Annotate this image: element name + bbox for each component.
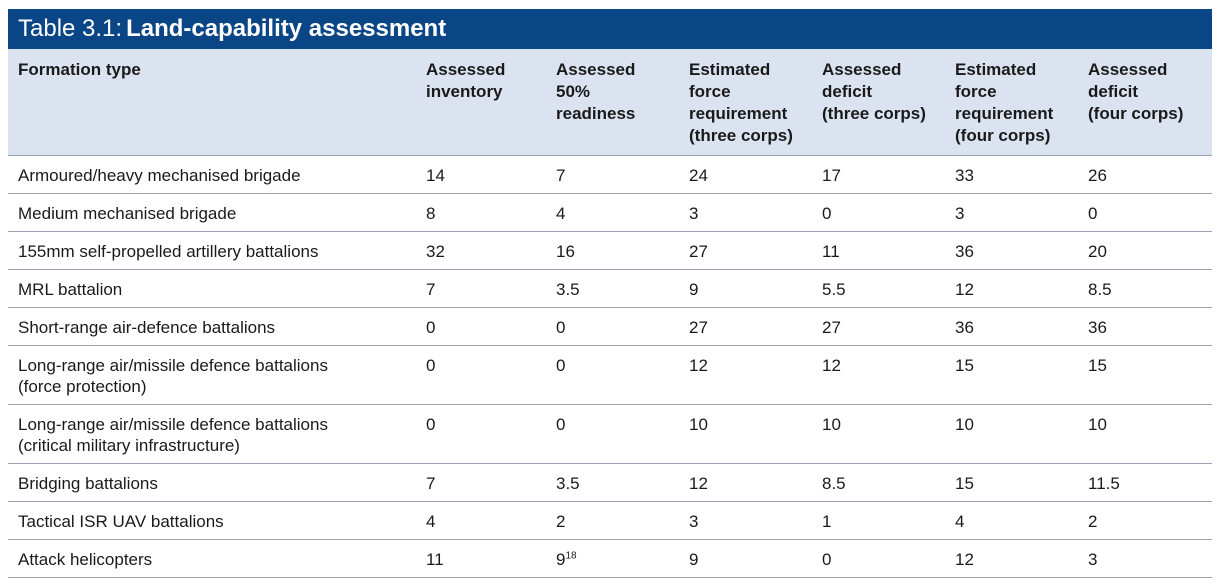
column-header: Assessed inventory (426, 60, 506, 101)
column-header: Formation type (18, 60, 141, 79)
formation-type-cell: MRL battalion (8, 269, 416, 308)
formation-type-cell: Armoured/heavy mechanised brigade (8, 155, 416, 194)
value-cell: 27 (812, 307, 945, 346)
value-cell: 15 (1078, 345, 1212, 405)
value-cell: 11 (812, 231, 945, 270)
value-cell: 8.5 (1078, 269, 1212, 308)
value-cell: 3 (1078, 539, 1212, 578)
formation-type-cell: Bridging battalions (8, 463, 416, 502)
value-cell: 10 (679, 404, 812, 464)
footnote-marker: 18 (565, 550, 577, 562)
value-cell: 3 (679, 501, 812, 540)
value-cell: 36 (945, 231, 1078, 270)
value-cell: 16 (546, 231, 679, 270)
value-cell: 27 (679, 307, 812, 346)
value-cell: 10 (812, 404, 945, 464)
value-cell: 0 (812, 193, 945, 232)
value-cell: 10 (1078, 404, 1212, 464)
value-cell: 0 (812, 539, 945, 578)
formation-type-cell: Tactical ISR UAV battalions (8, 501, 416, 540)
value-cell: 1 (812, 501, 945, 540)
value-cell: 9 (679, 539, 812, 578)
formation-type-cell: Short-range air-defence battalions (8, 307, 416, 346)
value-cell: 10 (945, 404, 1078, 464)
value-cell: 9 (679, 269, 812, 308)
table-number: Table 3.1: (18, 15, 123, 42)
value-cell: 4 (416, 501, 546, 540)
table-row: MRL battalion 7 3.5 9 5.5 12 8.5 (8, 269, 1212, 308)
table-body: Armoured/heavy mechanised brigade 14 7 24 17… (8, 155, 1212, 578)
value-cell: 0 (1078, 193, 1212, 232)
value-cell: 11.5 (1078, 463, 1212, 502)
value-cell: 0 (416, 404, 546, 464)
value-cell: 17 (812, 155, 945, 194)
column-header: Estimated force requirement (four corps) (955, 60, 1054, 145)
value-cell: 0 (546, 307, 679, 346)
table-row: Short-range air-defence battalions 0 0 27 27… (8, 307, 1212, 346)
value-cell: 8.5 (812, 463, 945, 502)
value-cell: 0 (546, 345, 679, 405)
capability-table: Formation type Assessed inventory Assessed 5… (8, 49, 1212, 578)
table-header-row: Formation type Assessed inventory Assessed 5… (8, 49, 1212, 156)
table-title: Land-capability assessment (126, 15, 447, 42)
value-cell: 27 (679, 231, 812, 270)
value-cell: 7 (416, 463, 546, 502)
column-header: Assessed 50% readiness (556, 60, 636, 123)
value-cell: 26 (1078, 155, 1212, 194)
value-cell: 8 (416, 193, 546, 232)
value-cell: 0 (416, 345, 546, 405)
value-cell: 7 (416, 269, 546, 308)
value-cell: 11 (416, 539, 546, 578)
value-cell: 0 (546, 404, 679, 464)
value-cell: 3 (679, 193, 812, 232)
value-cell: 15 (945, 345, 1078, 405)
value-cell: 5.5 (812, 269, 945, 308)
value-cell: 12 (679, 345, 812, 405)
value-cell: 4 (945, 501, 1078, 540)
value-cell: 32 (416, 231, 546, 270)
value-cell: 14 (416, 155, 546, 194)
table-row: 155mm self-propelled artillery battalion… (8, 231, 1212, 270)
value-cell: 20 (1078, 231, 1212, 270)
column-header: Assessed deficit (four corps) (1088, 60, 1184, 123)
table-container: Table 3.1: Land-capability assessment Fo… (8, 9, 1212, 578)
table-row: Armoured/heavy mechanised brigade 14 7 24 17… (8, 155, 1212, 194)
value-cell: 36 (945, 307, 1078, 346)
table-row: Long-range air/missile defence battalion… (8, 404, 1212, 464)
value-cell: 918 (546, 539, 679, 578)
value-cell: 4 (546, 193, 679, 232)
value-cell: 3.5 (546, 269, 679, 308)
table-row: Attack helicopters 11 918 9 0 12 3 (8, 539, 1212, 578)
value-cell: 12 (945, 539, 1078, 578)
table-row: Long-range air/missile defence battalion… (8, 345, 1212, 405)
formation-type-cell: 155mm self-propelled artillery battalion… (8, 231, 416, 270)
formation-type-cell: Medium mechanised brigade (8, 193, 416, 232)
value-cell: 7 (546, 155, 679, 194)
value-cell: 12 (812, 345, 945, 405)
value-cell: 3 (945, 193, 1078, 232)
value-cell: 2 (1078, 501, 1212, 540)
formation-type-cell: Long-range air/missile defence battalion… (8, 345, 416, 405)
value-cell: 2 (546, 501, 679, 540)
formation-type-cell: Attack helicopters (8, 539, 416, 578)
value-cell: 24 (679, 155, 812, 194)
value-cell: 12 (679, 463, 812, 502)
table-row: Tactical ISR UAV battalions 4 2 3 1 4 2 (8, 501, 1212, 540)
table-row: Bridging battalions 7 3.5 12 8.5 15 11.5 (8, 463, 1212, 502)
formation-type-cell: Long-range air/missile defence battalion… (8, 404, 416, 464)
column-header: Estimated force requirement (three corps) (689, 60, 793, 145)
column-header: Assessed deficit (three corps) (822, 60, 926, 123)
value-cell: 12 (945, 269, 1078, 308)
table-title-bar: Table 3.1: Land-capability assessment (8, 9, 1212, 49)
value-cell: 33 (945, 155, 1078, 194)
value-cell: 0 (416, 307, 546, 346)
value-cell: 36 (1078, 307, 1212, 346)
value-cell: 15 (945, 463, 1078, 502)
value-cell: 3.5 (546, 463, 679, 502)
table-row: Medium mechanised brigade 8 4 3 0 3 0 (8, 193, 1212, 232)
